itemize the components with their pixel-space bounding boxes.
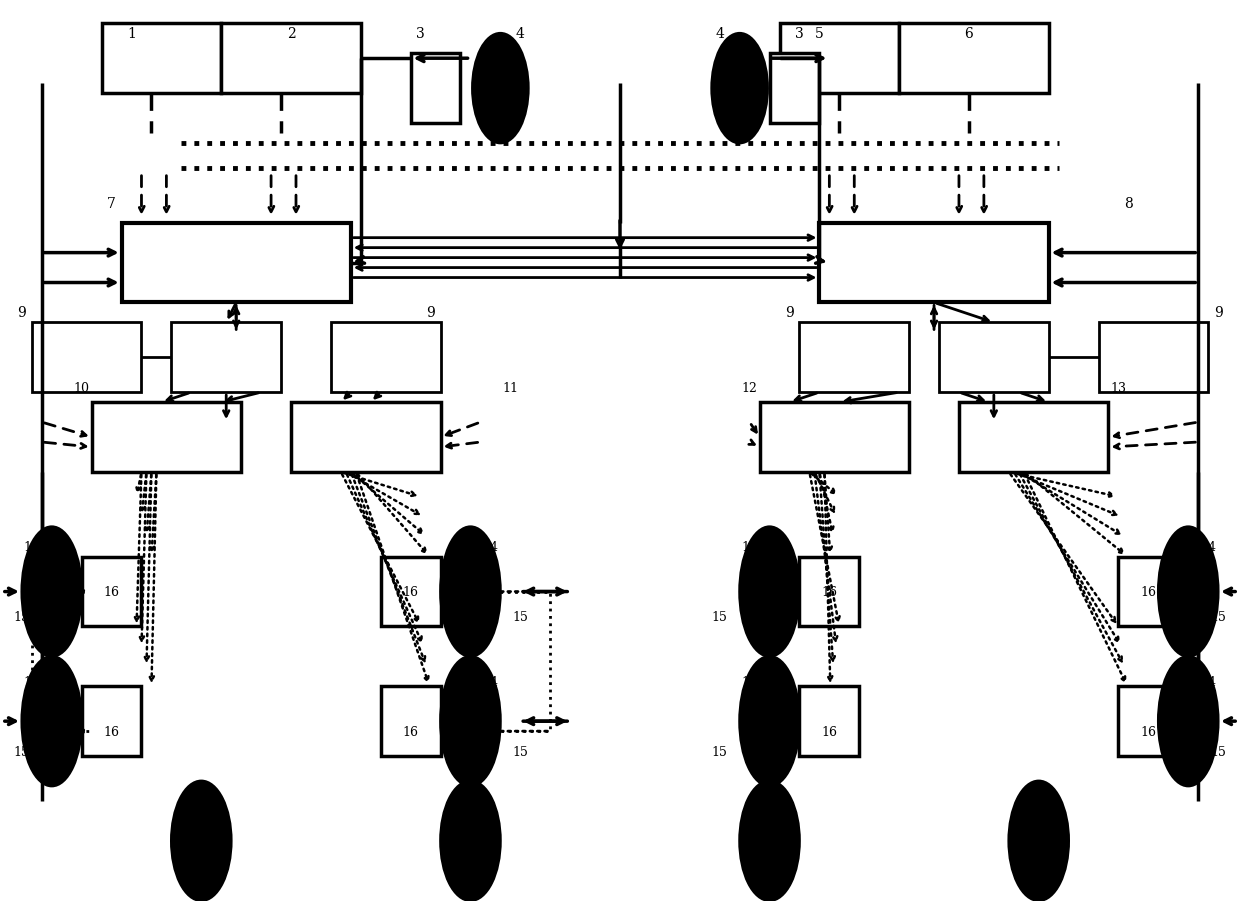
Text: 16: 16 [403,725,419,738]
Bar [1118,557,1178,627]
Text: 14: 14 [24,540,40,554]
Text: 15: 15 [712,745,728,758]
Ellipse shape [440,657,501,787]
Text: 9: 9 [1214,306,1223,320]
Text: 16: 16 [1141,585,1157,598]
Ellipse shape [171,781,231,900]
Text: 16: 16 [104,585,119,598]
Text: 16: 16 [821,585,837,598]
Bar [899,24,1049,94]
Text: 14: 14 [1200,540,1216,554]
Bar [122,224,351,303]
Ellipse shape [739,657,800,787]
Text: 15: 15 [512,611,528,623]
Bar [939,323,1049,392]
Ellipse shape [712,34,768,143]
Bar [381,686,440,756]
Text: 2: 2 [286,27,295,41]
Text: 1: 1 [126,27,136,41]
Text: 8: 8 [1123,197,1133,210]
Text: 15: 15 [1210,611,1226,623]
Text: 4: 4 [715,27,724,41]
Text: 15: 15 [712,611,728,623]
Ellipse shape [1158,527,1218,657]
Bar [959,402,1109,473]
Text: 14: 14 [742,540,758,554]
Text: 15: 15 [14,745,30,758]
Text: 14: 14 [1030,879,1047,892]
Bar [1099,323,1208,392]
Text: 14: 14 [1200,675,1216,688]
Text: 3: 3 [795,27,804,41]
Text: 16: 16 [104,725,119,738]
Ellipse shape [1158,657,1218,787]
Bar [291,402,440,473]
Bar [780,24,899,94]
Text: 13: 13 [1111,382,1126,394]
Bar [800,323,909,392]
Text: 12: 12 [742,382,758,394]
Bar [221,24,361,94]
Text: 3: 3 [417,27,425,41]
Text: 11: 11 [502,382,518,394]
Text: 9: 9 [427,306,435,320]
Ellipse shape [440,781,501,900]
Ellipse shape [1009,781,1069,900]
Text: 6: 6 [965,27,973,41]
Bar [770,54,820,124]
Ellipse shape [739,781,800,900]
Text: 4: 4 [516,27,525,41]
Bar [92,402,241,473]
Ellipse shape [22,527,82,657]
Text: 14: 14 [482,540,498,554]
Text: 14: 14 [761,879,777,892]
Text: 16: 16 [821,725,837,738]
Text: 15: 15 [1210,745,1226,758]
Text: 14: 14 [463,879,479,892]
Bar [820,224,1049,303]
Text: 16: 16 [403,585,419,598]
Bar [800,557,859,627]
Bar [171,323,281,392]
Bar [800,686,859,756]
Text: 15: 15 [512,745,528,758]
Bar [82,686,141,756]
Ellipse shape [472,34,528,143]
Text: 14: 14 [482,675,498,688]
Bar [410,54,460,124]
Text: 14: 14 [193,879,210,892]
Text: 5: 5 [815,27,823,41]
Bar [381,557,440,627]
Text: 10: 10 [73,382,89,394]
Bar [1118,686,1178,756]
Ellipse shape [739,527,800,657]
Bar [760,402,909,473]
Ellipse shape [440,527,501,657]
Text: 16: 16 [1141,725,1157,738]
Text: 15: 15 [14,611,30,623]
Text: 9: 9 [17,306,26,320]
Text: 9: 9 [785,306,794,320]
Text: 7: 7 [107,197,117,210]
Ellipse shape [22,657,82,787]
Bar [82,557,141,627]
Text: 14: 14 [24,675,40,688]
Bar [331,323,440,392]
Bar [102,24,221,94]
Bar [32,323,141,392]
Text: 14: 14 [742,675,758,688]
